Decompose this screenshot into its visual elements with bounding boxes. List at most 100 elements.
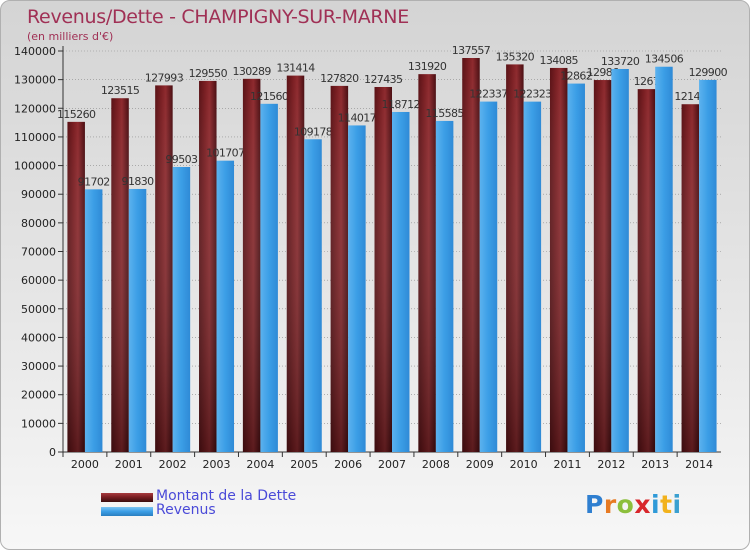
bar-revenus bbox=[348, 125, 366, 453]
y-tick-label: 60000 bbox=[21, 274, 56, 287]
bar-revenus bbox=[392, 111, 410, 452]
logo-letter: i bbox=[651, 490, 661, 519]
data-label: 123515 bbox=[101, 84, 140, 97]
data-label: 135320 bbox=[496, 50, 535, 63]
data-label: 12142 bbox=[674, 90, 706, 103]
y-tick-label: 10000 bbox=[21, 417, 56, 430]
x-tick-label: 2012 bbox=[597, 458, 625, 471]
legend-label-dette: Montant de la Dette bbox=[156, 488, 297, 504]
chart-title: Revenus/Dette - CHAMPIGNY-SUR-MARNE bbox=[27, 6, 409, 28]
logo-letter: i bbox=[672, 490, 682, 519]
bar-dette-shade bbox=[199, 80, 217, 452]
x-tick-label: 2005 bbox=[290, 458, 318, 471]
bar-revenus bbox=[84, 189, 103, 452]
bar-revenus bbox=[128, 188, 147, 452]
bar-dette-shade bbox=[242, 78, 261, 453]
bar-dette-shade bbox=[286, 75, 305, 452]
y-tick-label: 50000 bbox=[21, 303, 56, 316]
bar-dette-shade bbox=[593, 80, 612, 452]
data-label: 127993 bbox=[145, 71, 184, 84]
logo-letter: P bbox=[585, 490, 604, 519]
y-tick-label: 30000 bbox=[21, 360, 56, 373]
x-tick-label: 2009 bbox=[466, 458, 494, 471]
bar-dette-shade bbox=[418, 74, 436, 452]
data-label: 12862 bbox=[560, 70, 592, 83]
data-label: 134506 bbox=[645, 53, 684, 66]
data-label: 115260 bbox=[57, 108, 96, 121]
data-label: 129550 bbox=[189, 67, 228, 80]
bar-revenus bbox=[260, 103, 278, 452]
logo-letter: o bbox=[616, 490, 635, 519]
data-label: 130289 bbox=[232, 65, 271, 78]
bar-revenus bbox=[216, 160, 235, 452]
bar-dette-shade bbox=[637, 89, 656, 452]
x-tick-label: 2013 bbox=[641, 458, 669, 471]
proxiti-logo: Proxiti bbox=[585, 490, 682, 519]
logo-letter: t bbox=[660, 490, 673, 519]
x-tick-label: 2010 bbox=[510, 458, 538, 471]
bar-revenus bbox=[655, 66, 673, 452]
y-tick-label: 0 bbox=[49, 446, 56, 459]
data-label: 101707 bbox=[206, 147, 245, 160]
y-tick-label: 40000 bbox=[21, 331, 56, 344]
y-tick-label: 140000 bbox=[14, 45, 56, 58]
x-tick-label: 2006 bbox=[334, 458, 362, 471]
x-tick-label: 2011 bbox=[553, 458, 581, 471]
y-tick-label: 110000 bbox=[14, 131, 56, 144]
chart-subtitle: (en milliers d'€) bbox=[27, 30, 114, 43]
y-tick-label: 100000 bbox=[14, 160, 56, 173]
x-tick-label: 2004 bbox=[246, 458, 274, 471]
bar-revenus bbox=[172, 166, 191, 452]
data-label: 114017 bbox=[338, 111, 377, 124]
data-label: 129900 bbox=[689, 66, 728, 79]
bar-dette-shade bbox=[374, 86, 392, 453]
bar-dette-shade bbox=[549, 67, 568, 452]
data-label: 131920 bbox=[408, 60, 447, 73]
legend-swatch-revenus bbox=[101, 507, 153, 516]
logo-letter: r bbox=[603, 490, 617, 519]
y-tick-label: 20000 bbox=[21, 389, 56, 402]
y-tick-label: 130000 bbox=[14, 74, 56, 87]
data-label: 121560 bbox=[250, 90, 289, 103]
data-label: 122337 bbox=[469, 88, 508, 101]
data-label: 1267 bbox=[634, 75, 660, 88]
bar-revenus bbox=[523, 101, 542, 452]
data-label: 115585 bbox=[425, 107, 464, 120]
data-label: 137557 bbox=[452, 44, 491, 57]
data-label: 109178 bbox=[294, 125, 333, 138]
x-tick-label: 2014 bbox=[685, 458, 713, 471]
data-label: 118712 bbox=[382, 98, 420, 111]
bar-revenus bbox=[611, 68, 629, 452]
bar-revenus bbox=[567, 83, 585, 453]
bar-dette-shade bbox=[506, 64, 524, 453]
bar-dette-shade bbox=[330, 85, 349, 453]
x-tick-label: 2007 bbox=[378, 458, 406, 471]
legend-swatch-dette bbox=[101, 493, 153, 502]
x-tick-label: 2000 bbox=[71, 458, 99, 471]
x-tick-label: 2008 bbox=[422, 458, 450, 471]
bar-revenus bbox=[304, 139, 322, 452]
bar-revenus bbox=[435, 120, 454, 453]
data-label: 133720 bbox=[601, 55, 640, 68]
bar-revenus bbox=[699, 79, 717, 452]
bar-dette-shade bbox=[462, 57, 480, 453]
data-label: 122323 bbox=[513, 88, 552, 101]
bar-dette-shade bbox=[67, 121, 85, 452]
bar-dette-shade bbox=[681, 104, 700, 452]
y-tick-label: 120000 bbox=[14, 102, 56, 115]
data-label: 134085 bbox=[540, 54, 579, 67]
y-tick-label: 90000 bbox=[21, 188, 56, 201]
y-tick-label: 80000 bbox=[21, 217, 56, 230]
data-label: 91702 bbox=[78, 175, 110, 188]
data-label: 127435 bbox=[364, 73, 403, 86]
legend-label-revenus: Revenus bbox=[156, 502, 216, 518]
x-tick-label: 2002 bbox=[159, 458, 187, 471]
x-tick-label: 2001 bbox=[115, 458, 143, 471]
data-label: 99503 bbox=[165, 153, 198, 166]
bar-revenus bbox=[479, 101, 498, 452]
bar-dette-shade bbox=[111, 98, 129, 453]
data-label: 131414 bbox=[276, 62, 315, 75]
bar-dette-shade bbox=[155, 85, 173, 452]
